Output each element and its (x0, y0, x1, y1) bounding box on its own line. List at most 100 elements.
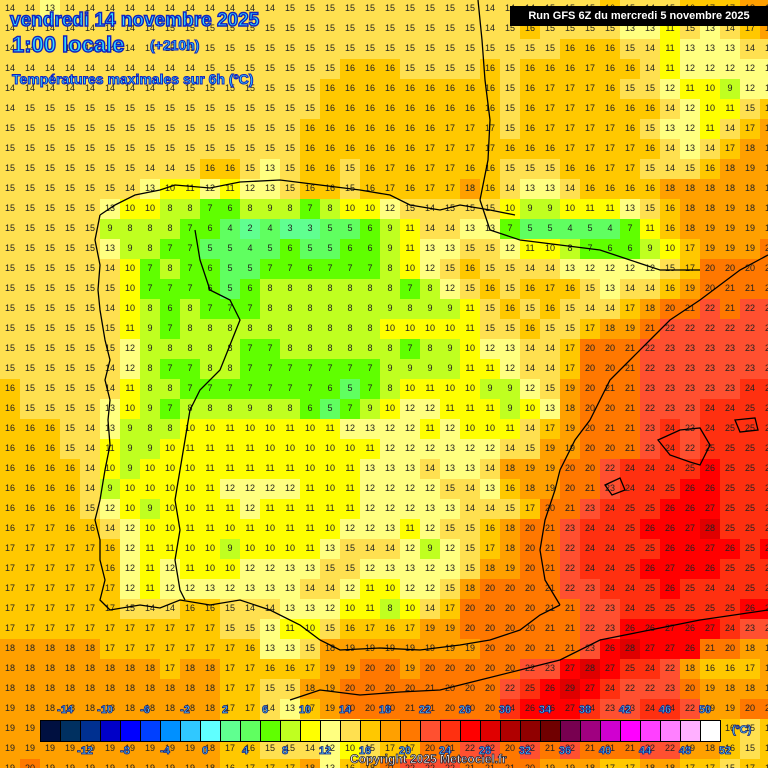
grid-value: 12 (404, 443, 415, 453)
field-cell (260, 499, 280, 519)
grid-value: 19 (724, 223, 735, 233)
grid-value: 17 (224, 663, 235, 673)
field-cell (700, 139, 720, 159)
grid-value: 10 (144, 203, 155, 213)
field-cell (540, 59, 560, 79)
grid-value: 20 (584, 463, 595, 473)
grid-value: 21 (564, 623, 575, 633)
grid-value: 23 (644, 443, 655, 453)
grid-value: 17 (424, 143, 435, 153)
field-cell (240, 259, 260, 279)
legend-top-label: 10 (298, 704, 312, 717)
grid-value: 15 (264, 23, 275, 33)
grid-value: 7 (587, 243, 593, 253)
grid-value: 10 (104, 463, 115, 473)
field-cell (220, 99, 240, 119)
grid-value: 19 (104, 763, 115, 768)
field-cell (700, 219, 720, 239)
field-cell (420, 339, 440, 359)
grid-value: 7 (187, 243, 193, 253)
grid-value: 13 (424, 503, 435, 513)
grid-value: 10 (244, 543, 255, 553)
grid-value: 20 (584, 343, 595, 353)
grid-value: 15 (4, 243, 15, 253)
grid-value: 15 (344, 183, 355, 193)
field-cell (500, 559, 520, 579)
grid-value: 15 (24, 383, 35, 393)
field-cell (80, 0, 100, 19)
grid-value: 12 (724, 63, 735, 73)
field-cell (600, 99, 620, 119)
grid-value: 15 (24, 263, 35, 273)
field-cell (620, 59, 640, 79)
grid-value: 14 (164, 603, 175, 613)
grid-value: 10 (284, 443, 295, 453)
grid-value: 16 (44, 463, 55, 473)
grid-value: 19 (764, 683, 768, 693)
grid-value: 15 (464, 523, 475, 533)
grid-value: 18 (664, 763, 675, 768)
field-cell (60, 19, 80, 39)
grid-value: 26 (684, 563, 695, 573)
grid-value: 20 (584, 363, 595, 373)
field-cell (720, 199, 740, 219)
field-cell (420, 119, 440, 139)
field-cell (280, 39, 300, 59)
grid-value: 28 (584, 663, 595, 673)
grid-value: 19 (164, 763, 175, 768)
grid-value: 24 (604, 683, 615, 693)
grid-value: 15 (124, 143, 135, 153)
field-cell (360, 519, 380, 539)
grid-value: 15 (744, 103, 755, 113)
grid-value: 7 (367, 363, 373, 373)
grid-value: 15 (564, 323, 575, 333)
field-cell (560, 159, 580, 179)
grid-value: 26 (704, 463, 715, 473)
field-cell (140, 399, 160, 419)
field-cell (20, 179, 40, 199)
grid-value: 5 (547, 223, 553, 233)
grid-value: 9 (147, 323, 153, 333)
grid-value: 15 (224, 43, 235, 53)
field-cell (80, 119, 100, 139)
grid-value: 15 (264, 43, 275, 53)
field-cell (380, 479, 400, 499)
grid-value: 19 (4, 743, 15, 753)
grid-value: 8 (287, 343, 293, 353)
grid-value: 13 (544, 183, 555, 193)
grid-value: 24 (624, 603, 635, 613)
grid-value: 18 (764, 663, 768, 673)
grid-value: 15 (284, 183, 295, 193)
grid-value: 15 (4, 123, 15, 133)
grid-value: 16 (344, 103, 355, 113)
field-cell (60, 299, 80, 319)
field-cell (60, 559, 80, 579)
grid-value: 25 (724, 503, 735, 513)
field-cell (200, 139, 220, 159)
field-cell (260, 19, 280, 39)
grid-value: 9 (387, 363, 393, 373)
grid-value: 16 (404, 163, 415, 173)
grid-value: 12 (744, 63, 755, 73)
field-cell (180, 159, 200, 179)
grid-value: 17 (384, 163, 395, 173)
grid-value: 16 (504, 303, 515, 313)
grid-value: 28 (624, 643, 635, 653)
grid-value: 15 (344, 163, 355, 173)
grid-value: 17 (304, 663, 315, 673)
field-cell (80, 59, 100, 79)
field-cell (660, 39, 680, 59)
field-cell (380, 459, 400, 479)
field-cell (600, 139, 620, 159)
grid-value: 15 (464, 23, 475, 33)
grid-value: 23 (744, 343, 755, 353)
grid-value: 16 (324, 163, 335, 173)
field-cell (580, 119, 600, 139)
grid-value: 17 (624, 303, 635, 313)
grid-value: 19 (744, 243, 755, 253)
field-cell (720, 59, 740, 79)
legend-swatch (41, 721, 61, 741)
grid-value: 12 (504, 243, 515, 253)
grid-value: 21 (564, 603, 575, 613)
grid-value: 21 (544, 543, 555, 553)
